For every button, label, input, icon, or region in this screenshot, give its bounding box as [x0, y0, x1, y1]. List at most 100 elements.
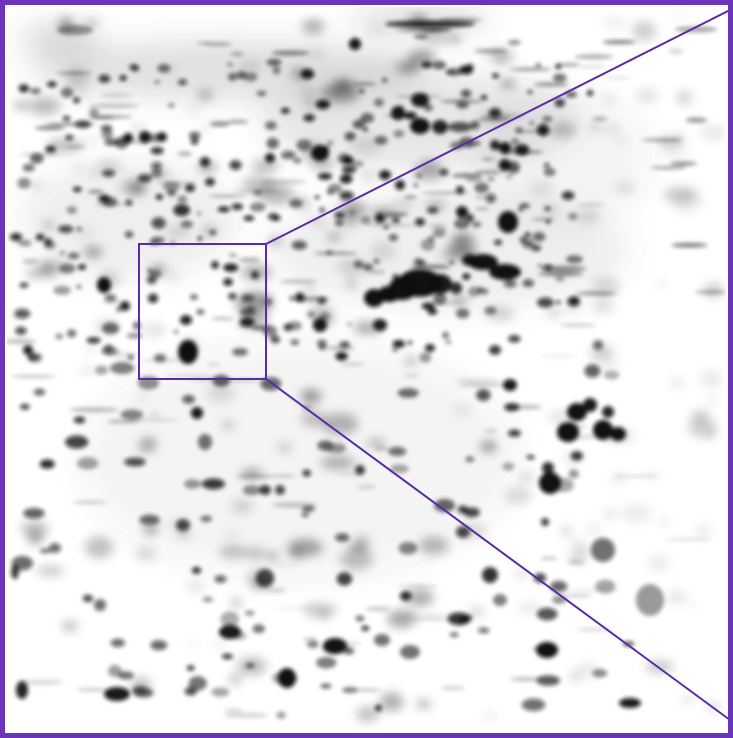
gel-protein-spot	[355, 615, 365, 622]
gel-protein-spot	[272, 335, 279, 341]
gel-faint-spot	[695, 525, 711, 538]
gel-protein-spot	[311, 145, 329, 161]
gel-faint-spot	[662, 148, 689, 161]
gel-protein-spot	[433, 293, 447, 306]
gel-faint-spot	[188, 640, 197, 648]
gel-protein-spot	[349, 211, 355, 215]
gel-faint-spot	[603, 511, 617, 518]
gel-protein-spot	[526, 455, 535, 460]
gel-faint-spot	[519, 474, 535, 481]
gel-streak	[674, 26, 718, 33]
gel-protein-spot	[555, 276, 565, 282]
gel-protein-spot	[180, 220, 193, 229]
gel-protein-spot	[522, 238, 534, 249]
gel-faint-spot	[29, 180, 44, 190]
gel-protein-spot	[506, 174, 513, 179]
gel-protein-spot	[489, 264, 521, 280]
gel-protein-spot	[476, 389, 491, 401]
zoom-region-box	[138, 243, 267, 380]
gel-streak	[533, 82, 569, 87]
gel-faint-spot	[367, 438, 386, 448]
gel-protein-spot	[317, 172, 333, 180]
gel-faint-spot	[656, 281, 667, 286]
gel-streak	[564, 594, 593, 597]
gel-protein-spot	[246, 305, 256, 311]
gel-protein-spot	[522, 279, 534, 287]
gel-protein-spot	[162, 181, 181, 192]
gel-faint-spot	[231, 599, 242, 607]
gel-faint-spot	[568, 548, 588, 563]
gel-protein-spot	[636, 584, 664, 616]
gel-protein-spot	[57, 25, 93, 35]
gel-protein-spot	[421, 61, 432, 68]
gel-streak	[279, 279, 317, 284]
gel-protein-spot	[262, 325, 278, 337]
gel-protein-spot	[104, 687, 130, 701]
gel-haze-region	[470, 90, 650, 230]
gel-faint-spot	[306, 101, 317, 108]
gel-streak	[271, 50, 310, 56]
gel-protein-spot	[477, 627, 490, 634]
gel-faint-spot	[219, 545, 248, 559]
gel-protein-spot	[498, 211, 518, 233]
gel-protein-spot	[149, 269, 162, 278]
gel-protein-spot	[97, 277, 111, 293]
gel-protein-spot	[450, 282, 462, 294]
gel-protein-spot	[227, 72, 238, 82]
gel-faint-spot	[586, 522, 602, 537]
gel-protein-spot	[302, 469, 311, 477]
gel-faint-spot	[143, 524, 159, 535]
gel-streak	[474, 170, 502, 175]
gel-streak	[126, 332, 143, 339]
gel-faint-spot	[380, 692, 404, 712]
gel-faint-spot	[327, 232, 342, 242]
gel-protein-spot	[561, 191, 575, 200]
gel-protein-spot	[480, 95, 488, 100]
gel-streak	[665, 538, 711, 541]
gel-faint-spot	[450, 296, 469, 305]
gel-protein-spot	[289, 199, 303, 208]
gel-faint-spot	[206, 383, 235, 403]
gel-protein-spot	[534, 573, 546, 583]
gel-protein-spot	[531, 244, 542, 252]
gel-faint-spot	[165, 225, 190, 239]
gel-protein-spot	[173, 329, 179, 335]
gel-streak	[465, 177, 484, 183]
gel-protein-spot	[303, 114, 316, 122]
gel-streak	[211, 316, 234, 321]
gel-streak	[87, 189, 104, 194]
gel-protein-spot	[173, 204, 190, 217]
gel-protein-spot	[456, 526, 470, 538]
gel-faint-spot	[135, 546, 156, 562]
gel-faint-spot	[480, 440, 497, 453]
gel-protein-spot	[360, 112, 375, 124]
gel-protein-spot	[102, 169, 115, 177]
gel-faint-spot	[576, 662, 598, 678]
gel-faint-spot	[646, 470, 661, 481]
gel-faint-spot	[133, 125, 143, 134]
gel-protein-spot	[190, 294, 198, 301]
gel-protein-spot	[428, 274, 452, 294]
gel-protein-spot	[47, 81, 57, 88]
gel-protein-spot	[201, 478, 225, 490]
gel-protein-spot	[18, 84, 30, 93]
gel-faint-spot	[648, 554, 670, 571]
gel-protein-spot	[182, 394, 196, 404]
gel-faint-spot	[321, 413, 359, 435]
gel-faint-spot	[592, 299, 613, 314]
gel-faint-spot	[486, 49, 516, 62]
gel-protein-spot	[280, 150, 296, 160]
gel-protein-spot	[124, 457, 146, 467]
gel-streak	[538, 271, 584, 277]
gel-protein-spot	[535, 63, 541, 67]
gel-faint-spot	[550, 122, 577, 138]
gel-faint-spot	[229, 673, 241, 685]
gel-protein-spot	[280, 107, 290, 114]
gel-protein-spot	[18, 239, 32, 247]
gel-streak	[650, 166, 687, 170]
gel-protein-spot	[184, 686, 197, 696]
gel-protein-spot	[89, 108, 100, 117]
gel-protein-spot	[474, 182, 489, 193]
gel-protein-spot	[291, 240, 307, 250]
